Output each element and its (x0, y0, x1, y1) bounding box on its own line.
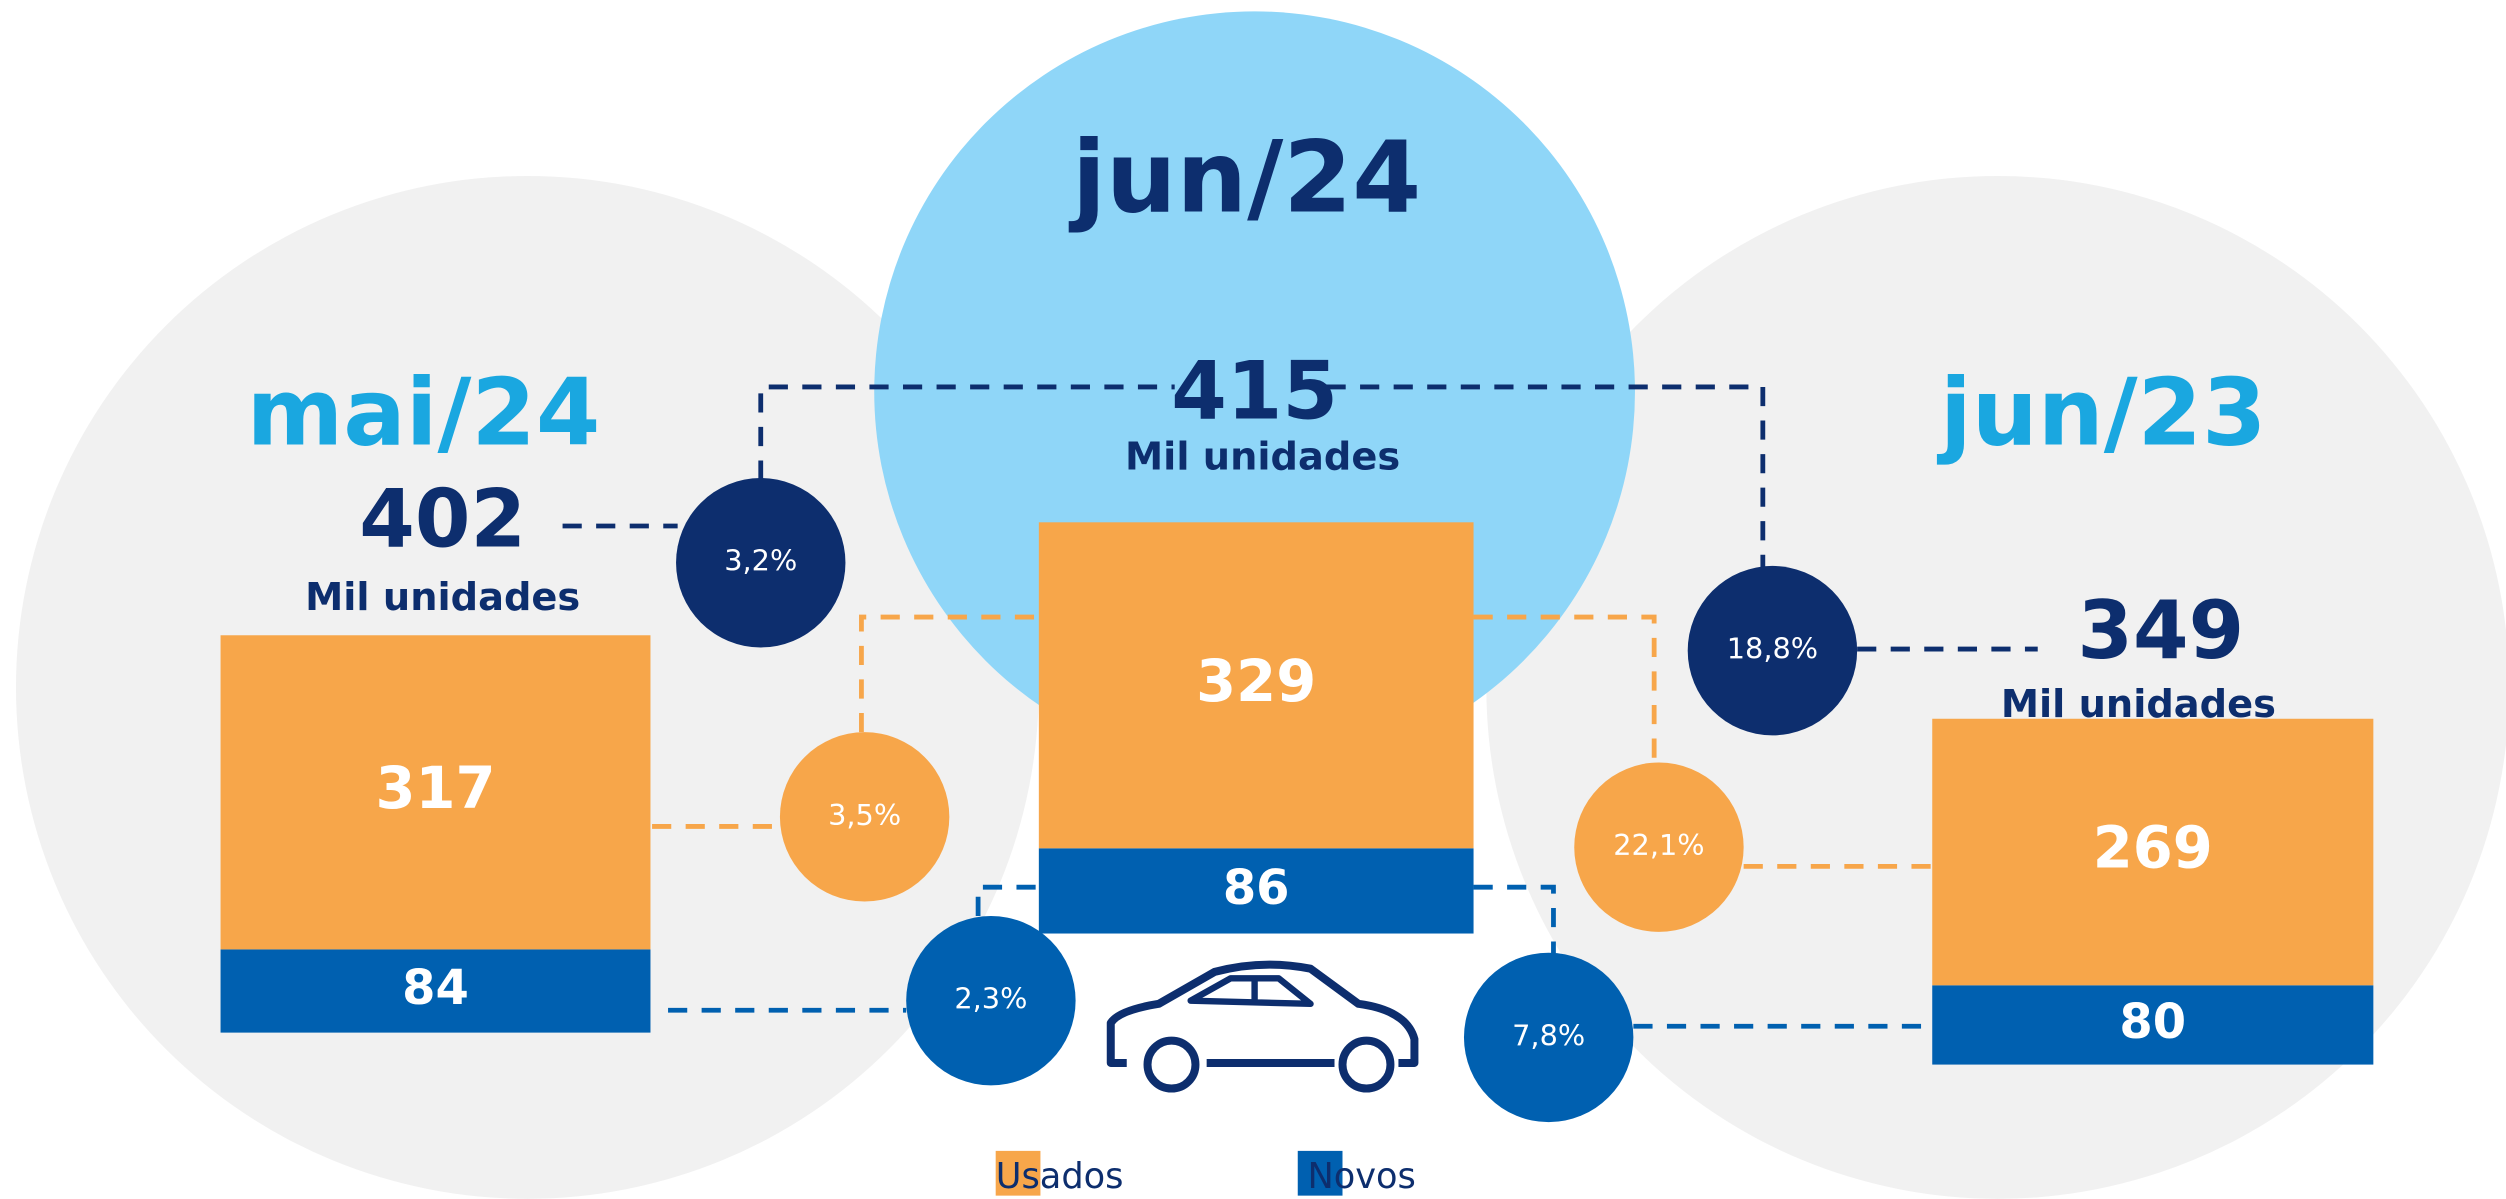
bar-segment (1038, 848, 1474, 934)
connectors (562, 384, 2038, 1029)
change-circle (1463, 952, 1634, 1123)
legend-label: Usados (996, 1156, 1124, 1197)
change-circle (906, 915, 1076, 1086)
bar-label: 80 (2119, 995, 2186, 1050)
period-title: jun/24 (1068, 120, 1421, 235)
legend-label: Novos (1307, 1156, 1415, 1197)
total-value: 349 (2077, 584, 2244, 677)
usados-connector (652, 614, 1933, 869)
unit-label: Mil unidades (1125, 434, 1400, 479)
change-circle (676, 478, 846, 648)
change-circle (1687, 565, 1858, 736)
bar-label: 317 (375, 755, 495, 822)
change-label: 22,1% (1613, 828, 1704, 862)
novos-connector (668, 884, 1933, 1029)
legend-swatch (1297, 1150, 1343, 1196)
change-circle (1574, 762, 1744, 932)
change-circle (779, 732, 950, 902)
bar-segment (220, 635, 651, 950)
bar-label: 269 (2093, 815, 2213, 882)
unit-label: Mil unidades (305, 575, 580, 620)
bar-label: 329 (1196, 648, 1316, 715)
change-label: 3,5% (828, 798, 901, 832)
total-value: 415 (1171, 344, 1338, 437)
bar-segment (1932, 985, 2374, 1065)
car-icon (1106, 960, 1419, 1093)
change-label: 7,8% (1512, 1018, 1585, 1052)
bar-segment (1038, 522, 1474, 849)
bar-segment (1932, 718, 2374, 986)
bar-segment (220, 949, 651, 1033)
period-title: jun/23 (1936, 358, 2267, 466)
period-title: mai/24 (247, 358, 601, 466)
total-value: 402 (359, 472, 526, 565)
change-label: 2,3% (954, 982, 1027, 1016)
change-label: 18,8% (1727, 632, 1818, 666)
bar-label: 84 (402, 961, 469, 1016)
change-label: 3,2% (724, 544, 797, 578)
bar-label: 86 (1223, 861, 1290, 916)
legend-swatch (995, 1150, 1041, 1196)
